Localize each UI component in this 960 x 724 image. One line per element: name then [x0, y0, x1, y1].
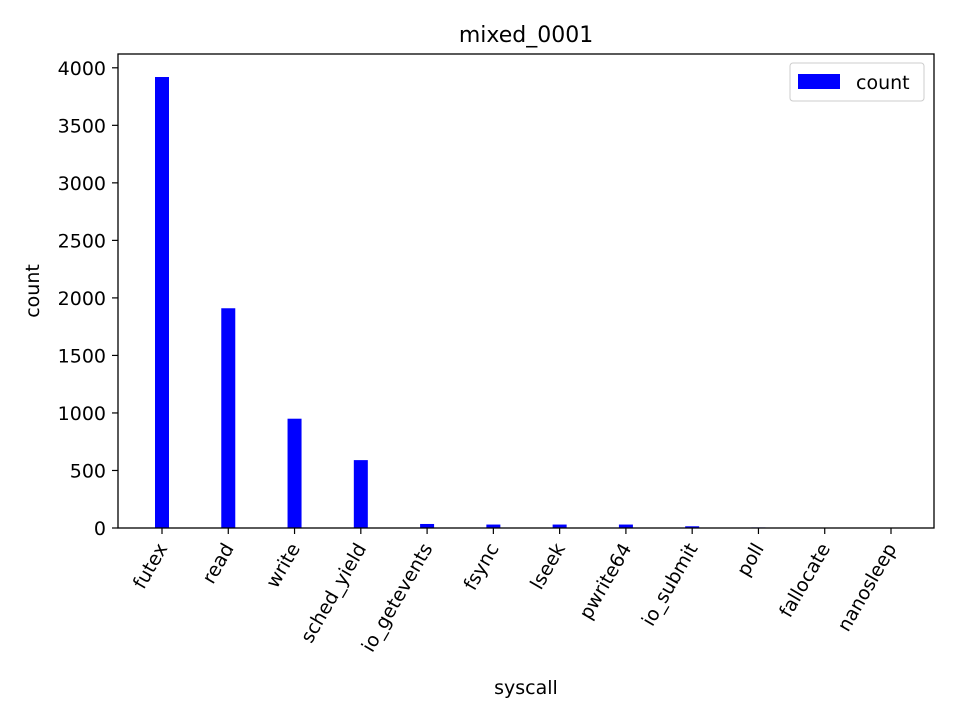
y-tick-label: 2000 [58, 288, 106, 310]
y-axis-label: count [22, 264, 44, 318]
x-tick-label: futex [129, 540, 172, 593]
x-tick-label: io_submit [638, 540, 703, 630]
y-tick-label: 3000 [58, 173, 106, 195]
y-tick-label: 500 [70, 460, 106, 482]
y-axis: 0 500 1000 1500 2000 2500 3000 3500 4000 [58, 58, 118, 540]
bar [155, 77, 169, 528]
legend-swatch [798, 74, 840, 89]
x-tick-label: sched_yield [296, 540, 371, 647]
x-tick-label: write [262, 540, 305, 592]
y-tick-label: 1500 [58, 345, 106, 367]
legend: count [790, 63, 924, 101]
x-tick-label: fsync [459, 540, 503, 595]
legend-label: count [856, 72, 910, 94]
y-tick-label: 0 [94, 518, 106, 540]
bar [288, 419, 302, 528]
y-tick-label: 4000 [58, 58, 106, 80]
x-tick-label: fallocate [775, 540, 835, 622]
y-tick-label: 2500 [58, 230, 106, 252]
bar [354, 460, 368, 528]
chart-title: mixed_0001 [459, 23, 593, 48]
x-tick-label: pwrite64 [575, 540, 636, 624]
y-tick-label: 3500 [58, 115, 106, 137]
x-tick-label: lseek [526, 540, 570, 594]
x-tick-label: nanosleep [833, 540, 901, 636]
y-tick-label: 1000 [58, 403, 106, 425]
x-tick-label: poll [733, 540, 769, 581]
x-tick-label: read [198, 540, 238, 588]
x-axis-label: syscall [494, 677, 558, 699]
x-tick-label: io_getevents [358, 540, 438, 656]
bar [221, 308, 235, 528]
bars-group [155, 77, 898, 528]
plot-frame [118, 54, 934, 528]
